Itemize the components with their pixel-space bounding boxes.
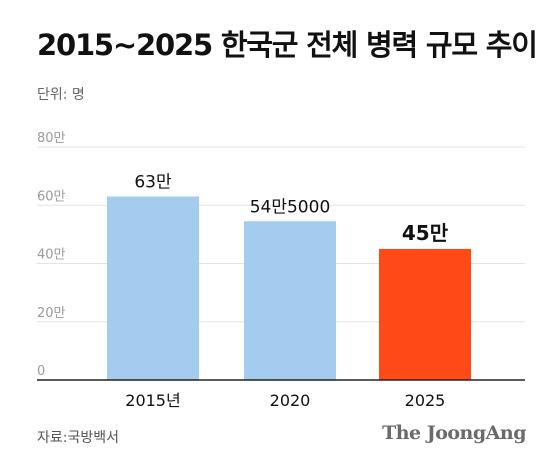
data-label: 63만 [134, 173, 172, 193]
source-note: 자료:국방백서 [37, 430, 119, 446]
x-tick-label: 2020 [270, 391, 311, 410]
unit-label: 단위: 명 [37, 87, 85, 103]
x-tick-label: 2015년 [125, 391, 180, 410]
bar [244, 221, 336, 380]
y-tick-label: 20만 [37, 306, 66, 321]
label-layer: 63만 2015년 54만5000 2020 45만 2025 [37, 173, 525, 410]
y-tick-label: 80만 [37, 131, 66, 146]
bar [107, 196, 199, 380]
bar-layer [107, 196, 471, 380]
x-tick-label: 2025 [405, 391, 446, 410]
brand-logo: The JoongAng [382, 422, 526, 444]
data-label: 45만 [402, 221, 449, 245]
y-tick-label: 60만 [37, 189, 66, 204]
data-label: 54만5000 [250, 197, 331, 217]
chart-title: 2015~2025 한국군 전체 병력 규모 추이 [37, 28, 538, 62]
y-tick-label: 0 [37, 364, 45, 379]
bar [379, 248, 471, 380]
y-tick-label: 40만 [37, 248, 66, 263]
